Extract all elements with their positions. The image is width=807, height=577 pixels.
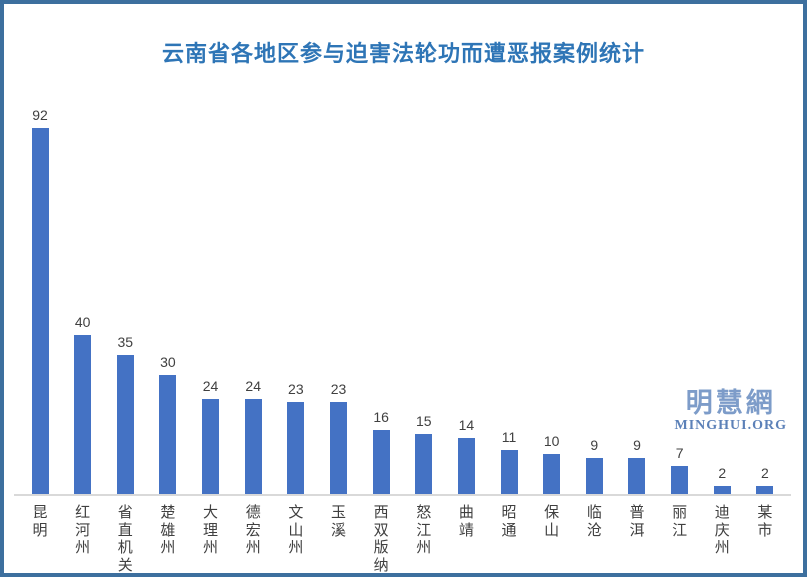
bar-column: 7 — [660, 94, 700, 494]
chart-title: 云南省各地区参与迫害法轮功而遭恶报案例统计 — [161, 41, 645, 66]
watermark-latin-text: MINGHUI.ORG — [674, 418, 787, 433]
bar-column: 15 — [404, 94, 444, 494]
bar — [372, 430, 390, 494]
category-label-text: 昭通 — [501, 504, 517, 539]
bar — [74, 335, 92, 494]
category-label: 红河州 — [63, 504, 103, 573]
bar — [713, 486, 731, 494]
category-label-text: 省直机关 — [117, 504, 133, 575]
plot-area: 92 40 35 30 24 24 23 23 16 15 14 11 10 9 9 7 2 2 — [14, 94, 791, 496]
bar-column: 92 — [20, 94, 60, 494]
bar-column: 24 — [233, 94, 273, 494]
category-label-text: 丽江 — [672, 504, 688, 539]
bar-column: 23 — [318, 94, 358, 494]
category-label-text: 迪庆州 — [714, 504, 730, 557]
category-label: 昆明 — [20, 504, 60, 573]
bar-value-label: 23 — [288, 381, 304, 397]
bar-value-label: 16 — [373, 409, 389, 425]
bar-value-label: 2 — [760, 465, 769, 481]
category-label: 德宏州 — [233, 504, 273, 573]
bar — [543, 454, 561, 494]
category-label: 怒江州 — [404, 504, 444, 573]
category-label-text: 曲靖 — [458, 504, 474, 539]
bar-column: 23 — [276, 94, 316, 494]
bar-column: 9 — [574, 94, 614, 494]
bar-value-label: 92 — [32, 107, 48, 123]
bar-value-label: 11 — [501, 429, 517, 445]
category-axis: 昆明 红河州 省直机关 楚雄州 大理州 德宏州 文山州 玉溪 西双版纳 怒江州 曲靖 昭通 保山 临沧 普洱… — [14, 504, 791, 575]
bar-column: 40 — [63, 94, 103, 494]
bar — [457, 438, 475, 494]
category-label-text: 西双版纳 — [373, 504, 389, 575]
category-label: 迪庆州 — [702, 504, 742, 573]
bar — [31, 128, 49, 494]
category-label: 大理州 — [191, 504, 231, 573]
bar-column: 14 — [446, 94, 486, 494]
bar-column: 9 — [617, 94, 657, 494]
bar-column: 11 — [489, 94, 529, 494]
bar-column: 2 — [745, 94, 785, 494]
bar-column: 30 — [148, 94, 188, 494]
bar-column: 2 — [702, 94, 742, 494]
bar-value-label: 14 — [458, 417, 475, 433]
category-label: 保山 — [532, 504, 572, 573]
bar — [671, 466, 689, 494]
bar-value-label: 24 — [245, 378, 261, 394]
bar — [585, 458, 603, 494]
category-label: 丽江 — [660, 504, 700, 573]
category-label-text: 临沧 — [586, 504, 602, 539]
category-label: 文山州 — [276, 504, 316, 573]
bar-value-label: 10 — [543, 433, 560, 449]
category-label: 临沧 — [574, 504, 614, 573]
minghui-watermark: 明慧網 MINGHUI.ORG — [675, 390, 788, 433]
bar-value-label: 7 — [675, 445, 684, 461]
category-label-text: 大理州 — [203, 504, 219, 557]
bar — [244, 399, 262, 494]
bar-value-label: 30 — [160, 354, 176, 370]
bar-value-label: 23 — [330, 381, 347, 397]
bar — [116, 355, 134, 494]
bar — [287, 402, 305, 494]
category-label: 省直机关 — [105, 504, 145, 575]
category-label-text: 怒江州 — [416, 504, 432, 557]
category-label: 普洱 — [617, 504, 657, 573]
category-label: 某市 — [745, 504, 785, 573]
bar — [415, 434, 433, 494]
category-label-text: 普洱 — [629, 504, 645, 539]
category-label-text: 楚雄州 — [160, 504, 176, 557]
category-label: 曲靖 — [446, 504, 486, 573]
bar — [500, 450, 518, 494]
category-label-text: 某市 — [757, 504, 773, 539]
bar-value-label: 9 — [633, 437, 641, 453]
category-label-text: 昆明 — [32, 504, 48, 539]
category-label: 楚雄州 — [148, 504, 188, 573]
category-label-text: 文山州 — [288, 504, 304, 557]
category-label: 昭通 — [489, 504, 529, 573]
watermark-cjk-text: 明慧網 — [685, 388, 776, 418]
bar-value-label: 2 — [718, 465, 727, 481]
category-label-text: 保山 — [544, 504, 560, 539]
category-label-text: 德宏州 — [245, 504, 261, 557]
bar — [159, 375, 177, 494]
bar-column: 10 — [532, 94, 572, 494]
bar — [202, 399, 220, 494]
bar-value-label: 15 — [415, 413, 432, 429]
bar — [329, 402, 347, 494]
category-label-text: 红河州 — [75, 504, 91, 557]
bar-column: 24 — [191, 94, 231, 494]
bar — [756, 486, 774, 494]
bar-value-label: 35 — [117, 334, 134, 350]
category-label-text: 玉溪 — [330, 504, 346, 539]
bar-column: 35 — [105, 94, 145, 494]
bar-value-label: 9 — [590, 437, 599, 453]
bar-value-label: 24 — [202, 378, 219, 394]
bar-value-label: 40 — [74, 314, 91, 330]
category-label: 玉溪 — [318, 504, 358, 573]
bar — [628, 458, 646, 494]
category-label: 西双版纳 — [361, 504, 401, 575]
bar-column: 16 — [361, 94, 401, 494]
